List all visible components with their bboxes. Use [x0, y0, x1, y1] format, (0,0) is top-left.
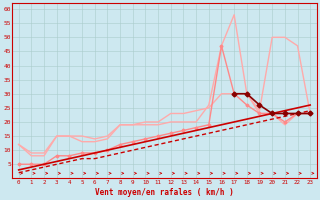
X-axis label: Vent moyen/en rafales ( km/h ): Vent moyen/en rafales ( km/h ) — [95, 188, 234, 197]
